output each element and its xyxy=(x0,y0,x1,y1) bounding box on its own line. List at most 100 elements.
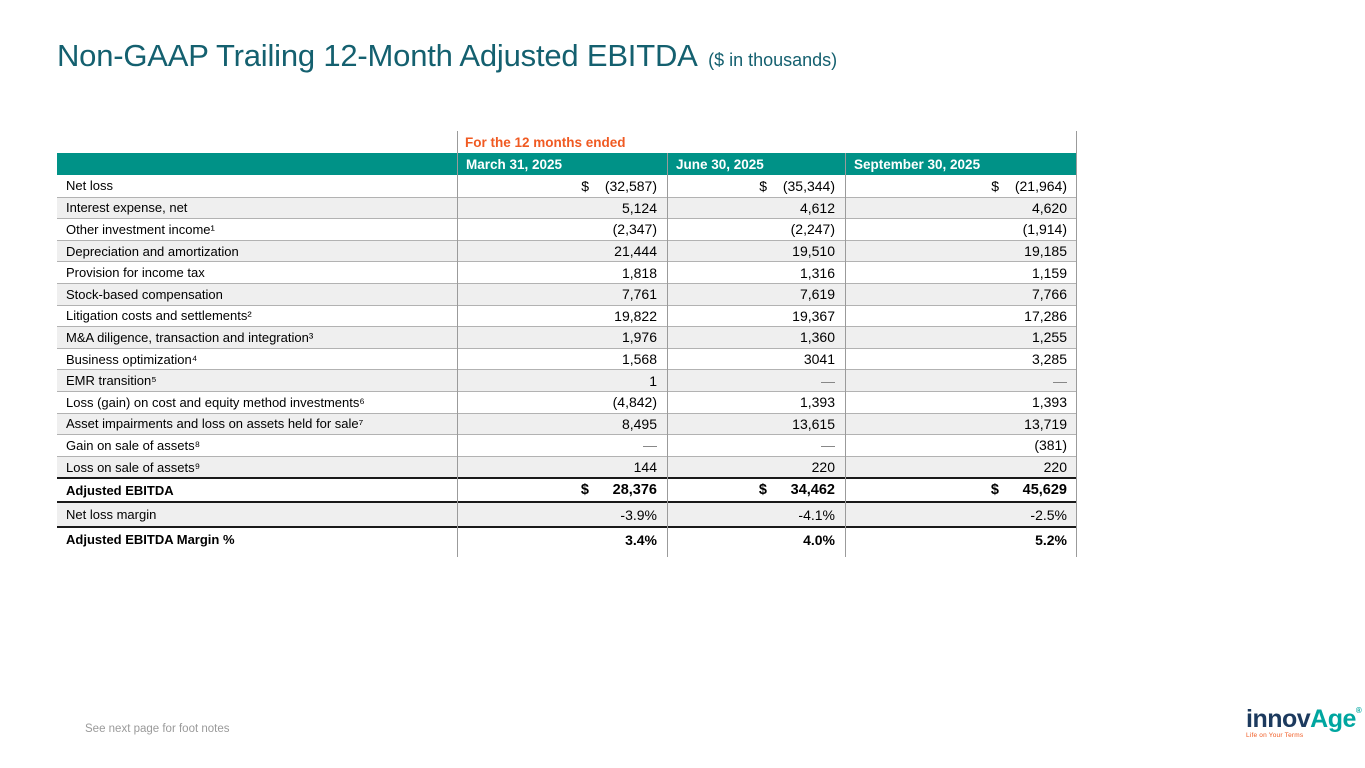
row-label: Stock-based compensation xyxy=(66,286,223,302)
value-number: — xyxy=(821,372,835,389)
table-row: Gain on sale of assets⁸ — — (381) xyxy=(57,434,1077,456)
row-label: Adjusted EBITDA Margin % xyxy=(66,532,235,548)
table-row: Litigation costs and settlements² 19,822 1… xyxy=(57,304,1077,327)
value-number: 1,393 xyxy=(1031,394,1067,411)
value-number: 45,629 xyxy=(1022,482,1067,499)
row-label: Loss (gain) on cost and equity method in… xyxy=(66,394,365,410)
row-value: 4,620 xyxy=(845,198,1077,219)
row-value: 5,124 xyxy=(457,198,667,219)
row-label: Net loss xyxy=(66,178,113,194)
row-value: 1,360 xyxy=(667,327,845,348)
value-number: — xyxy=(821,437,835,454)
row-value: 4.0% xyxy=(667,528,845,551)
value-number: 1,818 xyxy=(621,264,657,281)
row-value: — xyxy=(667,370,845,391)
value-number: 1,976 xyxy=(621,329,657,346)
value-number: 4,620 xyxy=(1031,199,1067,216)
currency-symbol: $ xyxy=(759,177,767,194)
row-value: 17,286 xyxy=(845,306,1077,327)
row-value: (1,914) xyxy=(845,219,1077,240)
header-cell-march: March 31, 2025 xyxy=(466,156,563,172)
currency-symbol: $ xyxy=(758,482,767,499)
value-number: -4.1% xyxy=(798,506,835,523)
row-label: EMR transition⁵ xyxy=(66,373,157,389)
row-value: — xyxy=(845,370,1077,391)
row-value: 7,761 xyxy=(457,284,667,305)
column-divider xyxy=(667,153,668,557)
column-divider xyxy=(1076,131,1077,557)
row-label: M&A diligence, transaction and integrati… xyxy=(66,329,314,345)
row-value: 19,185 xyxy=(845,241,1077,262)
table-row: Provision for income tax 1,818 1,316 1,159 xyxy=(57,261,1077,283)
row-value: 1,316 xyxy=(667,262,845,283)
row-value: — xyxy=(457,435,667,456)
row-value: $ (35,344) xyxy=(667,175,845,197)
row-label: Loss on sale of assets⁹ xyxy=(66,459,201,475)
value-number: 1,159 xyxy=(1031,264,1067,281)
currency-symbol: $ xyxy=(581,177,589,194)
page-title-units: ($ in thousands) xyxy=(708,50,838,70)
ebitda-table: For the 12 months ended March 31, 2025 J… xyxy=(57,131,1077,557)
value-number: 220 xyxy=(1043,459,1067,476)
value-number: 1,360 xyxy=(799,329,835,346)
table-row: EMR transition⁵ 1 — — xyxy=(57,369,1077,391)
row-value: 3041 xyxy=(667,349,845,370)
value-number: 19,185 xyxy=(1024,243,1067,260)
row-value: 1,568 xyxy=(457,349,667,370)
value-number: 13,615 xyxy=(792,415,835,432)
row-value: $28,376 xyxy=(457,479,667,501)
row-value: $ (32,587) xyxy=(457,175,667,197)
value-number: — xyxy=(1053,372,1067,389)
value-number: 34,462 xyxy=(790,482,835,499)
row-label: Asset impairments and loss on assets hel… xyxy=(66,416,364,432)
row-value: (2,247) xyxy=(667,219,845,240)
row-value: 1,393 xyxy=(667,392,845,413)
row-value: 7,619 xyxy=(667,284,845,305)
row-label: Depreciation and amortization xyxy=(66,243,239,259)
row-value: -2.5% xyxy=(845,503,1077,526)
row-value: 8,495 xyxy=(457,414,667,435)
currency-symbol: $ xyxy=(990,482,999,499)
value-number: 17,286 xyxy=(1024,307,1067,324)
row-value: 3.4% xyxy=(457,528,667,551)
value-number: 4.0% xyxy=(803,531,835,548)
table-row: Loss (gain) on cost and equity method in… xyxy=(57,390,1077,413)
value-number: 19,510 xyxy=(792,243,835,260)
page-title: Non-GAAP Trailing 12-Month Adjusted EBIT… xyxy=(57,38,837,74)
company-logo-wordmark: innovAge® xyxy=(1246,707,1362,732)
value-number: 5,124 xyxy=(621,199,657,216)
row-value: 220 xyxy=(667,457,845,478)
row-label: Provision for income tax xyxy=(66,265,205,281)
row-value: 1,255 xyxy=(845,327,1077,348)
row-label: Adjusted EBITDA xyxy=(66,482,174,498)
row-value: 1 xyxy=(457,370,667,391)
row-value: (2,347) xyxy=(457,219,667,240)
table-row: Other investment income¹ (2,347) (2,247) (1… xyxy=(57,218,1077,240)
table-row: Interest expense, net 5,124 4,612 4,620 xyxy=(57,196,1077,219)
value-number: 7,761 xyxy=(621,286,657,303)
row-label: Interest expense, net xyxy=(66,200,188,216)
column-divider xyxy=(845,153,846,557)
row-value: 21,444 xyxy=(457,241,667,262)
table-row: Adjusted EBITDA $28,376 $34,462 $45,629 xyxy=(57,477,1077,504)
row-value: 1,976 xyxy=(457,327,667,348)
value-number: — xyxy=(643,437,657,454)
value-number: -2.5% xyxy=(1030,506,1067,523)
row-value: 220 xyxy=(845,457,1077,478)
value-number: (35,344) xyxy=(782,177,835,194)
value-number: 220 xyxy=(811,459,835,476)
row-label: Litigation costs and settlements² xyxy=(66,308,252,324)
value-number: 7,619 xyxy=(799,286,835,303)
value-number: 8,495 xyxy=(621,415,657,432)
header-cell-june: June 30, 2025 xyxy=(676,156,764,172)
table-row: M&A diligence, transaction and integrati… xyxy=(57,326,1077,348)
table-row: Loss on sale of assets⁹ 144 220 220 xyxy=(57,455,1077,478)
row-value: -4.1% xyxy=(667,503,845,526)
table-row: Net loss $ (32,587) $ (35,344) $ (21,964) xyxy=(57,175,1077,197)
value-number: (21,964) xyxy=(1014,177,1067,194)
currency-symbol: $ xyxy=(991,177,999,194)
currency-symbol: $ xyxy=(580,482,589,499)
value-number: -3.9% xyxy=(620,506,657,523)
row-value: 1,159 xyxy=(845,262,1077,283)
row-value: (4,842) xyxy=(457,392,667,413)
